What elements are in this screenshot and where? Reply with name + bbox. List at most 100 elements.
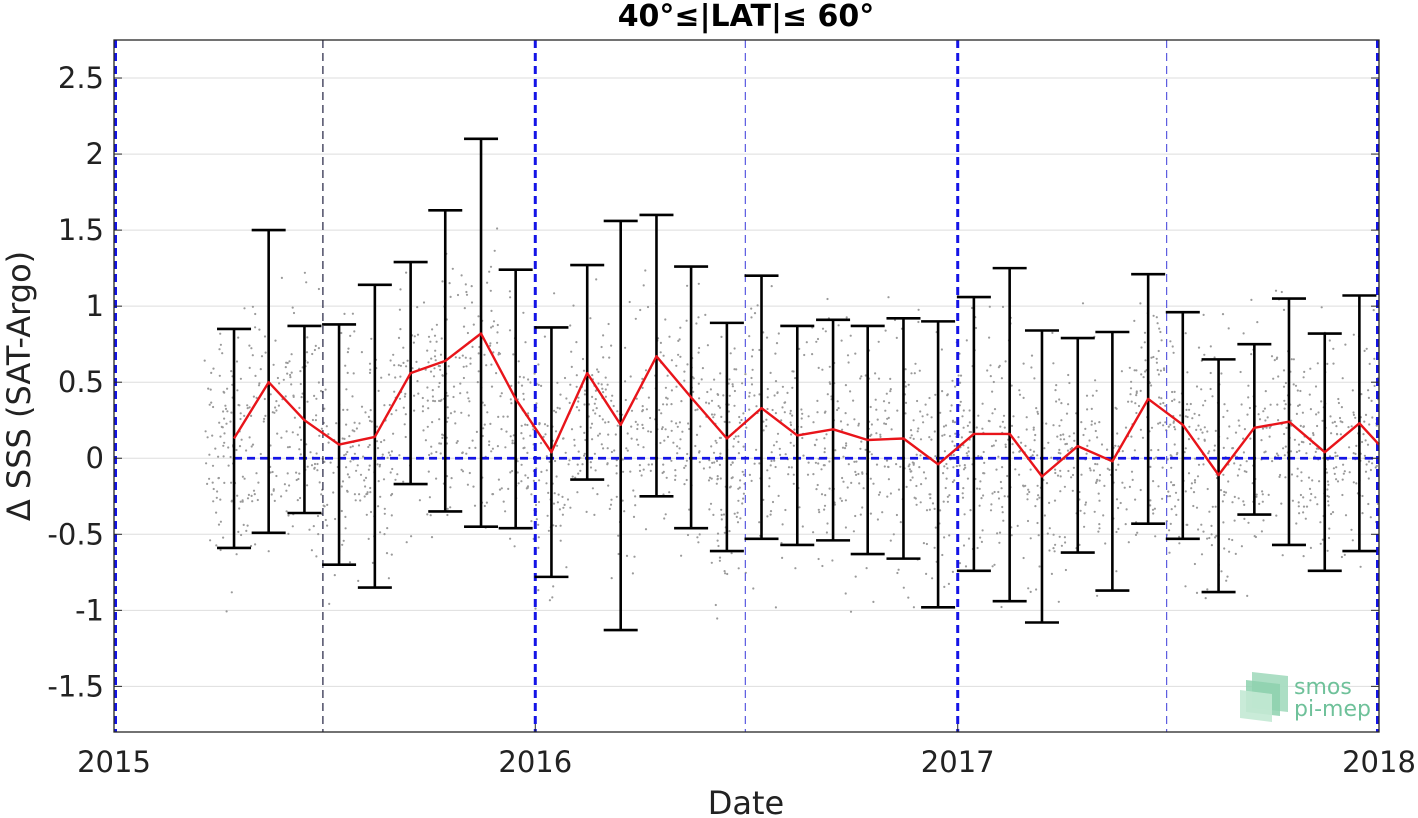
- scatter-point: [251, 443, 255, 446]
- scatter-point: [1214, 536, 1217, 539]
- scatter-point: [644, 369, 648, 372]
- scatter-point: [837, 407, 840, 410]
- scatter-point: [839, 420, 843, 423]
- scatter-point: [552, 502, 556, 505]
- scatter-point: [818, 510, 821, 514]
- scatter-point: [438, 442, 441, 445]
- scatter-point: [500, 487, 503, 490]
- scatter-point: [290, 383, 293, 386]
- scatter-point: [943, 450, 947, 453]
- scatter-point: [1250, 298, 1253, 301]
- scatter-point: [1103, 484, 1106, 487]
- scatter-point: [353, 452, 356, 455]
- scatter-point: [1098, 499, 1101, 502]
- scatter-point: [359, 499, 362, 502]
- scatter-point: [694, 409, 697, 412]
- scatter-point: [272, 489, 275, 492]
- scatter-point: [1135, 391, 1138, 395]
- scatter-point: [966, 477, 970, 480]
- scatter-point: [817, 462, 820, 465]
- scatter-point: [439, 353, 443, 356]
- scatter-point: [1302, 511, 1305, 514]
- scatter-point: [610, 399, 613, 402]
- scatter-point: [357, 579, 360, 583]
- scatter-point: [250, 494, 253, 497]
- scatter-point: [959, 400, 962, 403]
- scatter-point: [343, 312, 346, 315]
- scatter-point: [448, 282, 451, 285]
- scatter-point: [897, 488, 901, 491]
- scatter-point: [593, 513, 596, 517]
- scatter-point: [369, 510, 373, 514]
- scatter-point: [593, 402, 596, 405]
- scatter-point: [1093, 422, 1097, 425]
- scatter-point: [578, 409, 581, 412]
- scatter-point: [616, 424, 619, 427]
- scatter-point: [505, 430, 508, 433]
- scatter-point: [909, 429, 913, 432]
- scatter-point: [1367, 477, 1370, 480]
- scatter-point: [1226, 409, 1229, 412]
- scatter-point: [1033, 377, 1036, 380]
- scatter-point: [850, 481, 853, 484]
- scatter-point: [784, 401, 787, 404]
- scatter-point: [1339, 433, 1342, 436]
- scatter-point: [547, 491, 550, 494]
- scatter-point: [1063, 485, 1066, 488]
- scatter-point: [1117, 463, 1120, 466]
- scatter-point: [978, 487, 981, 490]
- scatter-point: [1037, 534, 1040, 537]
- scatter-point: [229, 420, 232, 423]
- scatter-point: [306, 465, 309, 468]
- scatter-point: [729, 352, 732, 355]
- scatter-point: [864, 374, 867, 377]
- scatter-point: [1207, 452, 1210, 455]
- scatter-point: [285, 489, 288, 492]
- scatter-point: [1242, 437, 1245, 440]
- scatter-point: [728, 486, 732, 489]
- scatter-point: [631, 572, 635, 575]
- scatter-point: [989, 364, 992, 367]
- scatter-point: [921, 415, 924, 418]
- scatter-point: [962, 468, 966, 471]
- scatter-point: [854, 470, 857, 473]
- scatter-point: [1185, 408, 1188, 411]
- scatter-point: [1170, 466, 1173, 469]
- scatter-point: [1094, 462, 1097, 466]
- scatter-point: [755, 405, 758, 408]
- scatter-point: [543, 335, 547, 338]
- scatter-point: [706, 344, 710, 347]
- scatter-point: [345, 466, 348, 469]
- scatter-point: [1022, 362, 1025, 365]
- scatter-point: [315, 555, 318, 558]
- scatter-point: [526, 423, 529, 427]
- scatter-point: [766, 407, 769, 411]
- scatter-point: [211, 434, 214, 437]
- scatter-point: [1149, 499, 1152, 502]
- scatter-point: [925, 542, 929, 546]
- scatter-point: [1186, 403, 1189, 406]
- scatter-point: [953, 444, 956, 447]
- scatter-point: [1367, 502, 1370, 506]
- scatter-point: [1157, 349, 1160, 353]
- scatter-point: [992, 444, 995, 447]
- scatter-point: [245, 449, 248, 452]
- scatter-point: [922, 421, 925, 424]
- scatter-point: [602, 391, 605, 394]
- scatter-point: [789, 441, 792, 444]
- scatter-point: [907, 465, 910, 468]
- scatter-point: [716, 478, 719, 481]
- scatter-point: [1130, 380, 1133, 383]
- scatter-point: [1128, 485, 1131, 488]
- scatter-point: [465, 365, 468, 368]
- scatter-point: [537, 589, 540, 592]
- scatter-point: [274, 339, 277, 342]
- scatter-point: [859, 447, 862, 450]
- scatter-point: [1037, 494, 1040, 497]
- scatter-point: [1284, 445, 1287, 448]
- scatter-point: [920, 483, 923, 486]
- scatter-point: [1036, 484, 1039, 487]
- scatter-point: [460, 274, 463, 277]
- y-tick-label: 2.5: [58, 61, 104, 95]
